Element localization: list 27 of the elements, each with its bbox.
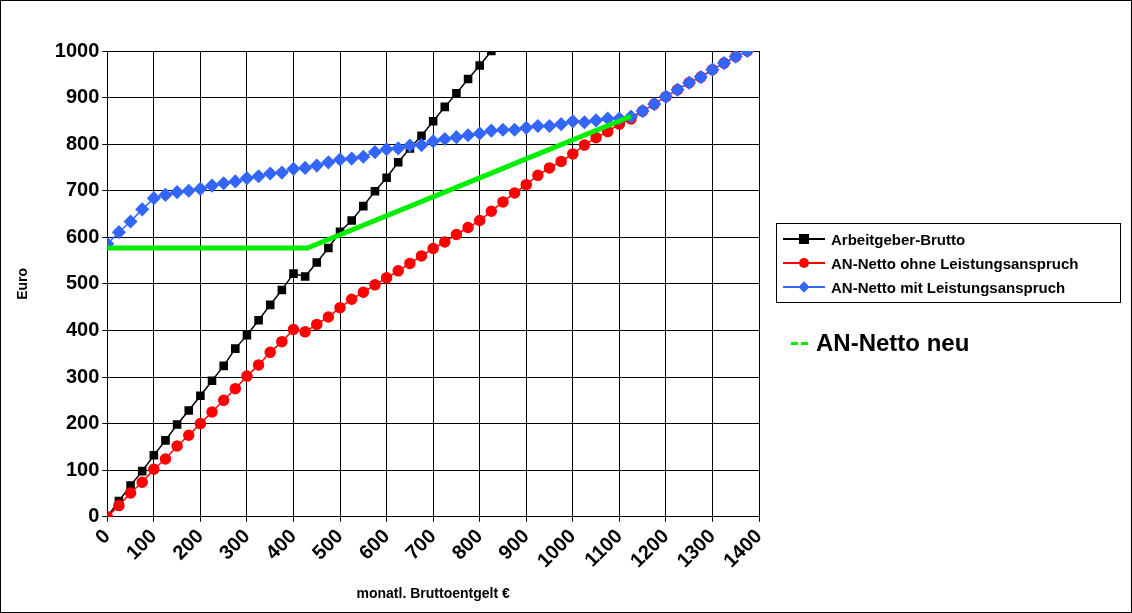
legend-label: Arbeitgeber-Brutto: [831, 230, 966, 248]
x-tick-label: 0: [90, 524, 115, 548]
y-tick-label: 200: [65, 411, 100, 434]
x-tick-label: 500: [307, 524, 347, 564]
x-axis-title: monatl. Bruttoentgelt €: [356, 585, 510, 602]
y-tick-label: 700: [65, 178, 100, 201]
y-axis-title: Euro: [14, 267, 31, 300]
legend-label: AN-Netto ohne Leistungsanspruch: [831, 254, 1079, 272]
legend-label: AN-Netto neu: [816, 329, 970, 357]
x-tick-label: 100: [121, 524, 161, 564]
y-tick-label: 600: [65, 224, 100, 247]
x-tick-label: 200: [167, 524, 208, 564]
x-tick-label: 400: [261, 524, 301, 564]
x-tick-label: 600: [354, 524, 394, 564]
y-tick-label: 0: [88, 504, 100, 527]
legend-label: AN-Netto mit Leistungsanspruch: [831, 278, 1066, 296]
y-tick-label: 800: [65, 131, 100, 154]
y-tick-label: 400: [65, 317, 100, 340]
y-tick-label: 500: [65, 271, 100, 294]
y-tick-label: 300: [65, 364, 100, 387]
y-tick-label: 100: [65, 457, 100, 480]
y-tick-label: 1000: [54, 38, 100, 61]
x-tick-label: 300: [214, 524, 254, 564]
y-tick-label: 900: [65, 85, 100, 108]
x-tick-label: 700: [400, 524, 440, 564]
x-tick-label: 900: [493, 524, 533, 564]
x-tick-label: 800: [447, 524, 487, 564]
